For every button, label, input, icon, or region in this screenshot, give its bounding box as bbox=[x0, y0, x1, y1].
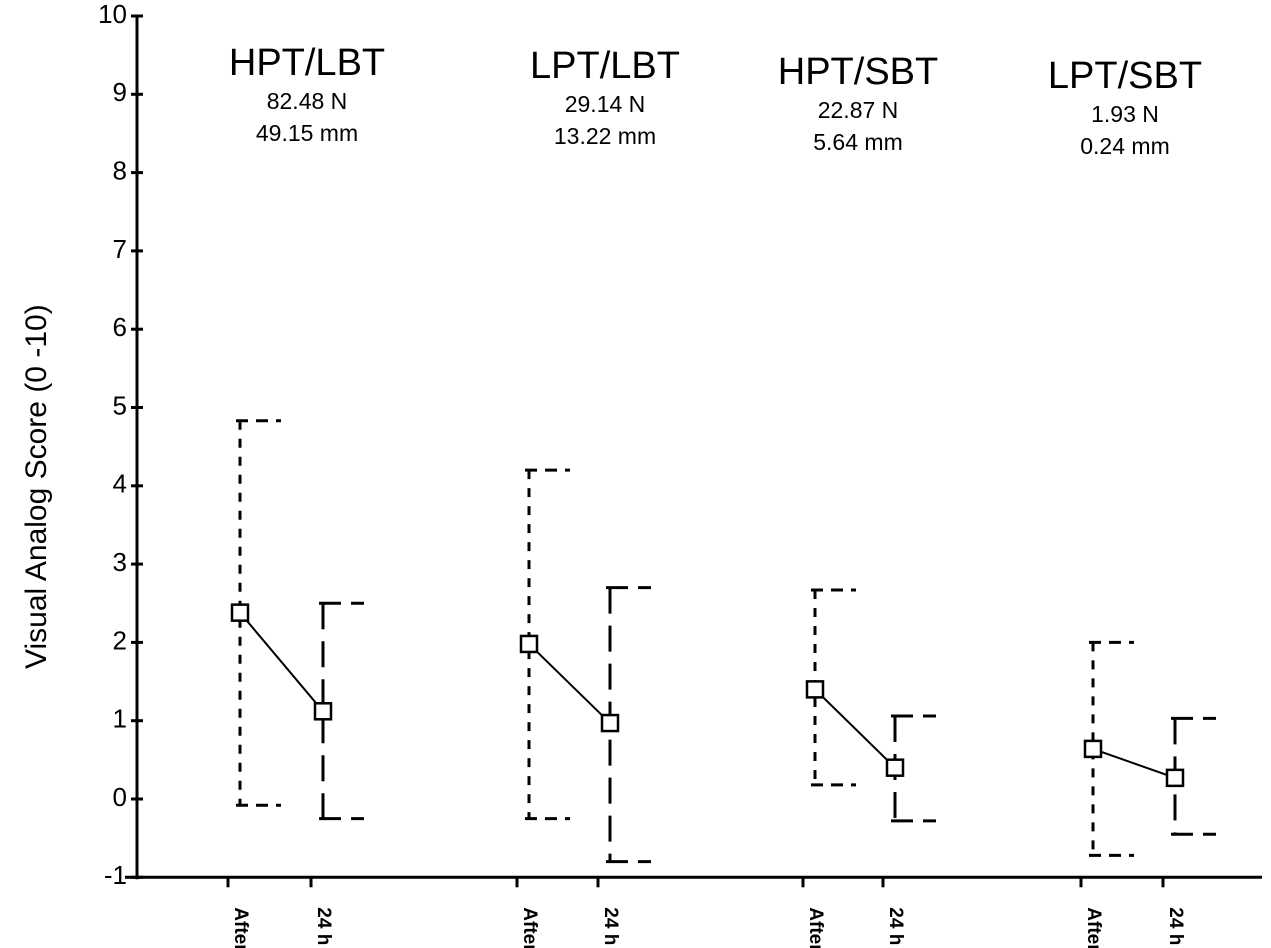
group-displacement: 0.24 mm bbox=[1080, 133, 1169, 159]
data-point bbox=[519, 634, 539, 654]
group-force: 82.48 N bbox=[267, 88, 348, 114]
group-displacement: 5.64 mm bbox=[813, 129, 902, 155]
group-titles: HPT/LBT 82.48 N 49.15 mm LPT/LBT 29.14 N 13.2… bbox=[229, 42, 1202, 159]
x-tick-label: After bbox=[805, 907, 826, 948]
data-point bbox=[230, 603, 250, 622]
connector-line bbox=[814, 688, 896, 769]
data-point bbox=[313, 702, 333, 721]
data-point bbox=[1083, 739, 1103, 759]
connector-line bbox=[1092, 747, 1176, 779]
y-tick-label: 0 bbox=[113, 782, 127, 812]
y-tick-label: 5 bbox=[113, 390, 127, 420]
y-tick-label: 3 bbox=[113, 547, 127, 577]
y-tick-label: 1 bbox=[113, 704, 127, 734]
connector-line bbox=[239, 612, 324, 712]
data-point bbox=[600, 713, 620, 733]
connector-line bbox=[528, 643, 611, 724]
y-tick-label: 10 bbox=[98, 0, 127, 29]
group-displacement: 13.22 mm bbox=[554, 123, 656, 149]
x-tick-label: 24 h bbox=[313, 907, 334, 945]
data-point bbox=[885, 758, 905, 777]
axes bbox=[125, 16, 1262, 880]
group-displacement: 49.15 mm bbox=[256, 120, 358, 146]
y-tick-label: 2 bbox=[113, 625, 127, 655]
y-axis-label: Visual Analog Score (0 -10) bbox=[20, 304, 53, 669]
x-tick-label: 24 h bbox=[1165, 907, 1186, 945]
group-force: 1.93 N bbox=[1091, 101, 1159, 127]
y-tick-label: 8 bbox=[113, 155, 127, 185]
y-tick-label: 7 bbox=[113, 234, 127, 264]
y-tick-label: 4 bbox=[113, 469, 127, 499]
x-tick-label: 24 h bbox=[600, 907, 621, 945]
x-tick-label: After bbox=[1083, 907, 1104, 948]
x-tick-label: 24 h bbox=[885, 907, 906, 945]
group-title: HPT/SBT bbox=[778, 51, 938, 93]
x-tick-label: After bbox=[230, 907, 251, 948]
y-tick-label: -1 bbox=[104, 860, 127, 890]
x-ticks: After 24 h After 24 h After 24 h After 24 h bbox=[226, 877, 1186, 948]
group-force: 22.87 N bbox=[818, 97, 899, 123]
group-title: HPT/LBT bbox=[229, 42, 385, 84]
y-tick-label: 6 bbox=[113, 312, 127, 342]
data-point bbox=[805, 680, 825, 699]
x-tick-label: After bbox=[519, 907, 540, 948]
group-title: LPT/SBT bbox=[1048, 55, 1202, 97]
y-ticks: -1 0 1 2 3 4 5 6 7 8 9 10 bbox=[98, 0, 143, 890]
group-title: LPT/LBT bbox=[530, 45, 680, 87]
y-tick-label: 9 bbox=[113, 77, 127, 107]
series-marks bbox=[230, 419, 1216, 864]
group-force: 29.14 N bbox=[565, 91, 646, 117]
data-point bbox=[1165, 768, 1185, 788]
